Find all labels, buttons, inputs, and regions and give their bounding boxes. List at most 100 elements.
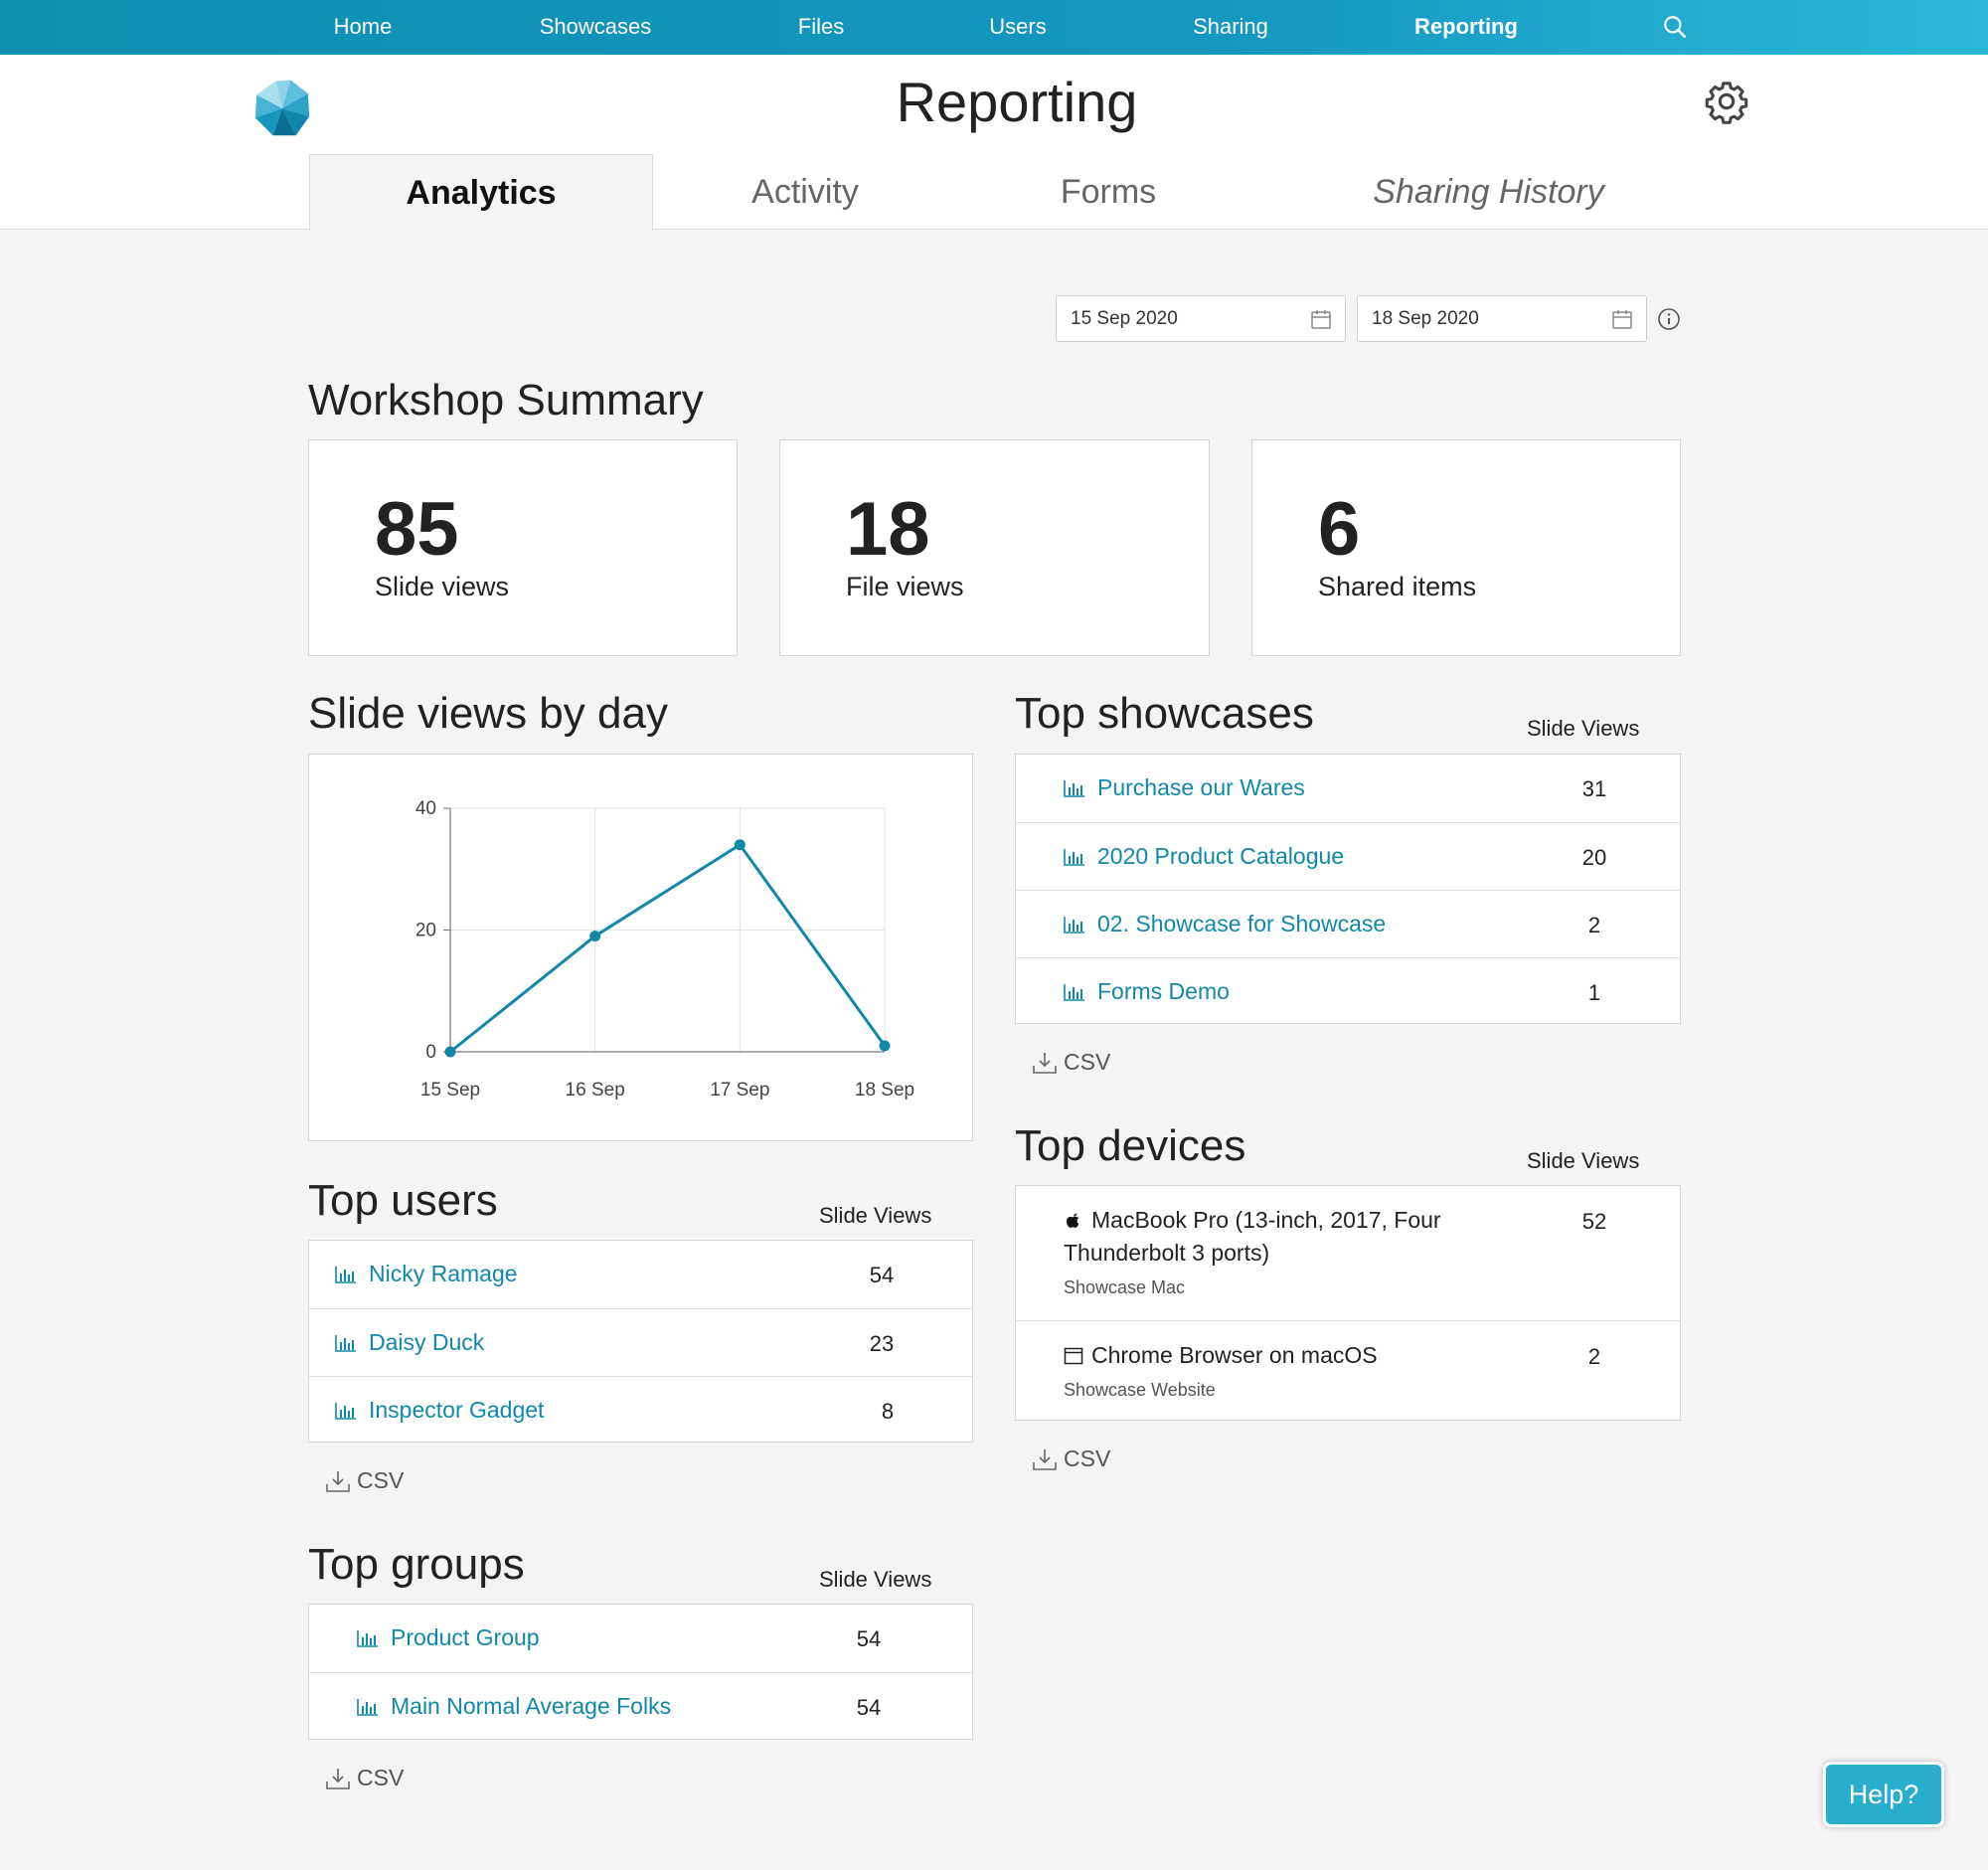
user-name: Daisy Duck bbox=[369, 1329, 485, 1355]
table-row: Daisy Duck 23 bbox=[309, 1308, 972, 1376]
data-point bbox=[734, 839, 746, 851]
nav-item-showcases[interactable]: Showcases bbox=[539, 14, 652, 39]
data-point bbox=[879, 1040, 891, 1052]
slide-views-value: 2 bbox=[1587, 913, 1601, 937]
top-groups-title: Top groups bbox=[308, 1540, 525, 1589]
user-link[interactable]: Daisy Duck bbox=[335, 1329, 484, 1356]
top-nav-bar: Home Showcases Files Users Sharing Repor… bbox=[0, 0, 1988, 55]
search-icon[interactable] bbox=[1662, 14, 1688, 40]
slide-views-value: 31 bbox=[1581, 776, 1607, 801]
summary-value: 18 bbox=[846, 487, 930, 572]
slide-views-value: 52 bbox=[1581, 1209, 1607, 1234]
summary-value: 6 bbox=[1318, 487, 1361, 572]
series-line bbox=[449, 842, 887, 1054]
download-icon bbox=[326, 1768, 350, 1789]
data-point bbox=[589, 931, 601, 942]
csv-download-button[interactable]: CSV bbox=[1032, 1445, 1110, 1472]
table-row: Chrome Browser on macOS Showcase Website… bbox=[1016, 1320, 1680, 1422]
y-tick-label: 40 bbox=[415, 798, 436, 819]
csv-label: CSV bbox=[1064, 1049, 1111, 1075]
apple-icon bbox=[1067, 1213, 1079, 1228]
tab-analytics[interactable]: Analytics bbox=[309, 154, 653, 231]
summary-label: File views bbox=[846, 572, 964, 601]
table-row: Purchase our Wares 31 bbox=[1016, 755, 1680, 822]
end-date-picker[interactable]: 18 Sep 2020 bbox=[1357, 295, 1647, 342]
summary-card-shared-items: 6 Shared items bbox=[1251, 439, 1681, 656]
table-row: Product Group 54 bbox=[309, 1605, 972, 1672]
csv-download-button[interactable]: CSV bbox=[1032, 1049, 1110, 1076]
summary-value: 85 bbox=[375, 487, 459, 572]
summary-label: Shared items bbox=[1318, 572, 1477, 601]
column-header: Slide Views bbox=[1527, 716, 1640, 741]
csv-label: CSV bbox=[357, 1467, 405, 1493]
table-row: Inspector Gadget 8 bbox=[309, 1376, 972, 1444]
device-subtitle: Showcase Mac bbox=[1064, 1277, 1186, 1297]
user-link[interactable]: Inspector Gadget bbox=[335, 1397, 544, 1424]
tab-activity[interactable]: Activity bbox=[751, 172, 859, 211]
calendar-icon[interactable] bbox=[1309, 307, 1333, 331]
download-icon bbox=[1033, 1448, 1057, 1470]
column-header: Slide Views bbox=[819, 1567, 932, 1592]
page-header: Reporting Analytics Activity Forms Shari… bbox=[0, 55, 1988, 231]
download-icon bbox=[326, 1470, 350, 1492]
showcase-link[interactable]: 02. Showcase for Showcase bbox=[1064, 911, 1386, 937]
bar-chart-icon bbox=[335, 1266, 356, 1283]
device-name: Chrome Browser on macOS bbox=[1064, 1339, 1481, 1372]
summary-title: Workshop Summary bbox=[308, 376, 704, 425]
csv-download-button[interactable]: CSV bbox=[325, 1765, 404, 1791]
showcase-link[interactable]: 2020 Product Catalogue bbox=[1064, 843, 1344, 870]
x-tick-label: 16 Sep bbox=[566, 1080, 625, 1101]
csv-label: CSV bbox=[1064, 1445, 1111, 1471]
bar-chart-icon bbox=[1064, 779, 1084, 797]
tab-forms[interactable]: Forms bbox=[1060, 172, 1157, 211]
group-name: Main Normal Average Folks bbox=[391, 1693, 672, 1719]
info-icon[interactable] bbox=[1657, 307, 1681, 331]
table-row: Main Normal Average Folks 54 bbox=[309, 1672, 972, 1741]
bar-chart-icon bbox=[1064, 983, 1084, 1001]
line-chart: 0 20 40 15 Sep 16 Sep 17 Sep 18 Sep bbox=[415, 798, 914, 1101]
csv-download-button[interactable]: CSV bbox=[325, 1467, 404, 1494]
tab-sharing-history[interactable]: Sharing History bbox=[1373, 172, 1604, 211]
data-point bbox=[444, 1046, 456, 1058]
group-link[interactable]: Main Normal Average Folks bbox=[357, 1693, 671, 1720]
download-icon bbox=[1033, 1052, 1057, 1074]
showcase-link[interactable]: Purchase our Wares bbox=[1064, 774, 1305, 801]
nav-item-reporting[interactable]: Reporting bbox=[1414, 14, 1518, 39]
slide-views-chart: 0 20 40 15 Sep 16 Sep 17 Sep 18 Sep bbox=[308, 754, 973, 1141]
showcase-name: Forms Demo bbox=[1097, 978, 1230, 1004]
showcase-name: 02. Showcase for Showcase bbox=[1097, 911, 1387, 936]
page-title: Reporting bbox=[896, 71, 1138, 133]
x-tick-label: 17 Sep bbox=[710, 1080, 769, 1101]
summary-label: Slide views bbox=[375, 572, 510, 601]
device-name: MacBook Pro (13-inch, 2017, Four Thunder… bbox=[1064, 1207, 1441, 1266]
showcase-link[interactable]: Forms Demo bbox=[1064, 978, 1230, 1005]
bar-chart-icon bbox=[335, 1334, 356, 1352]
group-link[interactable]: Product Group bbox=[357, 1624, 540, 1651]
csv-label: CSV bbox=[357, 1765, 405, 1790]
y-tick-label: 20 bbox=[415, 921, 436, 941]
calendar-icon[interactable] bbox=[1610, 307, 1634, 331]
slide-views-value: 54 bbox=[856, 1626, 882, 1651]
slide-views-value: 2 bbox=[1587, 1344, 1601, 1369]
start-date-picker[interactable]: 15 Sep 2020 bbox=[1056, 295, 1346, 342]
chart-title: Slide views by day bbox=[308, 689, 668, 738]
top-devices-title: Top devices bbox=[1015, 1121, 1246, 1170]
x-tick-label: 18 Sep bbox=[855, 1080, 914, 1101]
summary-card-slide-views: 85 Slide views bbox=[308, 439, 738, 656]
nav-item-sharing[interactable]: Sharing bbox=[1193, 14, 1268, 39]
logo-icon[interactable] bbox=[248, 75, 316, 142]
nav-item-users[interactable]: Users bbox=[989, 14, 1047, 39]
start-date-value: 15 Sep 2020 bbox=[1071, 308, 1178, 329]
table-row: Nicky Ramage 54 bbox=[309, 1241, 972, 1308]
showcase-name: 2020 Product Catalogue bbox=[1097, 843, 1345, 869]
browser-window-icon bbox=[1064, 1347, 1083, 1365]
gear-icon[interactable] bbox=[1704, 79, 1749, 124]
nav-item-files[interactable]: Files bbox=[797, 14, 845, 39]
summary-card-file-views: 18 File views bbox=[779, 439, 1210, 656]
slide-views-value: 8 bbox=[881, 1399, 895, 1424]
top-showcases-title: Top showcases bbox=[1015, 689, 1314, 738]
user-link[interactable]: Nicky Ramage bbox=[335, 1261, 518, 1287]
help-button[interactable]: Help? bbox=[1823, 1762, 1944, 1827]
bar-chart-icon bbox=[1064, 916, 1084, 934]
nav-item-home[interactable]: Home bbox=[333, 14, 393, 39]
